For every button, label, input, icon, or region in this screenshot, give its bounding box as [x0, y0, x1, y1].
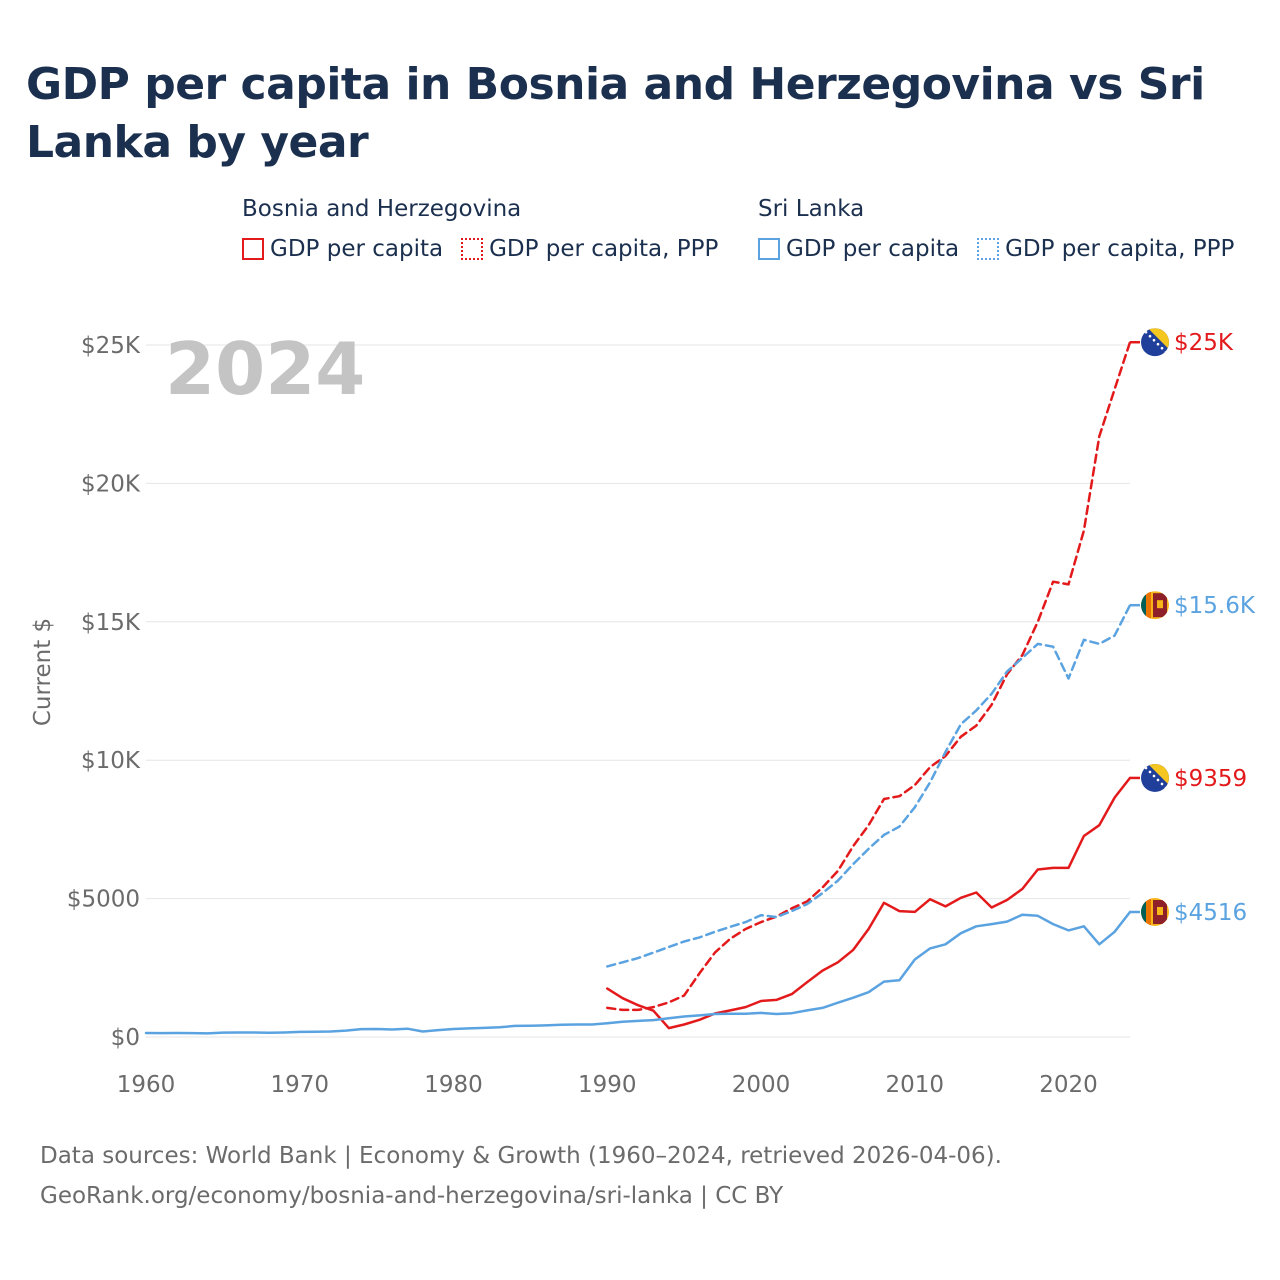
- legend-item-label: GDP per capita: [270, 236, 444, 262]
- y-tick-label: $10K: [81, 748, 141, 774]
- legend-item-bosnia-gdp[interactable]: GDP per capita: [242, 236, 443, 262]
- x-tick-label: 1970: [270, 1072, 329, 1098]
- legend-group-name: Bosnia and Herzegovina: [242, 196, 522, 222]
- x-tick-label: 2000: [732, 1072, 791, 1098]
- series-line-3[interactable]: [606, 603, 1132, 968]
- source-url-line: GeoRank.org/economy/bosnia-and-herzegovi…: [40, 1183, 784, 1209]
- x-tick-label: 1980: [424, 1072, 483, 1098]
- x-tick-label: 1990: [578, 1072, 637, 1098]
- sri-lanka-flag-icon: [1141, 898, 1169, 926]
- axis-layer: $0 $5000 $10K $15K $20K $25K 1960 1970 1980 1990 2…: [67, 333, 1098, 1098]
- bosnia-flag-icon: [1141, 328, 1169, 356]
- end-value-label: $25K: [1174, 330, 1234, 356]
- legend-swatch-dotted: [977, 238, 1000, 260]
- grid-layer: [146, 344, 1130, 1038]
- legend-group-name: Sri Lanka: [758, 196, 865, 222]
- legend-group-bosnia: Bosnia and Herzegovina GDP per capita GD…: [242, 196, 718, 262]
- x-tick-label: 1960: [117, 1072, 176, 1098]
- end-value-label: $15.6K: [1174, 593, 1256, 619]
- x-tick-label: 2020: [1039, 1072, 1098, 1098]
- x-tick-label: 2010: [885, 1072, 944, 1098]
- y-axis-label: Current $: [30, 618, 56, 726]
- series-line-2[interactable]: [144, 910, 1132, 1035]
- data-source-line: Data sources: World Bank | Economy & Gro…: [40, 1143, 1002, 1169]
- legend-swatch-solid: [758, 238, 780, 260]
- year-watermark: 2024: [165, 327, 365, 411]
- legend-swatch-dotted: [461, 238, 484, 260]
- legend-item-srilanka-gdp[interactable]: GDP per capita: [758, 236, 959, 262]
- end-label-layer: $9359 $25K $4516 $15.6K: [1130, 328, 1256, 926]
- legend-item-label: GDP per capita, PPP: [489, 236, 719, 262]
- series-layer: [144, 340, 1132, 1035]
- end-value-label: $4516: [1174, 900, 1247, 926]
- bosnia-flag-icon: [1141, 764, 1169, 792]
- legend-item-label: GDP per capita, PPP: [1005, 236, 1235, 262]
- footer: Data sources: World Bank | Economy & Gro…: [40, 1136, 1002, 1216]
- y-tick-label: $0: [111, 1025, 140, 1051]
- legend-item-bosnia-gdp-ppp[interactable]: GDP per capita, PPP: [461, 236, 718, 262]
- y-tick-label: $25K: [81, 333, 141, 359]
- legend-item-srilanka-gdp-ppp[interactable]: GDP per capita, PPP: [977, 236, 1234, 262]
- y-tick-label: $20K: [81, 471, 141, 497]
- sri-lanka-flag-icon: [1141, 591, 1169, 619]
- end-value-label: $9359: [1174, 766, 1247, 792]
- y-tick-label: $5000: [67, 887, 140, 913]
- series-line-0[interactable]: [606, 776, 1132, 1030]
- legend-item-label: GDP per capita: [786, 236, 960, 262]
- legend-group-srilanka: Sri Lanka GDP per capita GDP per capita,…: [758, 196, 1234, 262]
- series-line-1[interactable]: [606, 340, 1132, 1012]
- chart-title: GDP per capita in Bosnia and Herzegovina…: [26, 59, 1205, 168]
- legend-swatch-solid: [242, 238, 264, 260]
- y-tick-label: $15K: [81, 610, 141, 636]
